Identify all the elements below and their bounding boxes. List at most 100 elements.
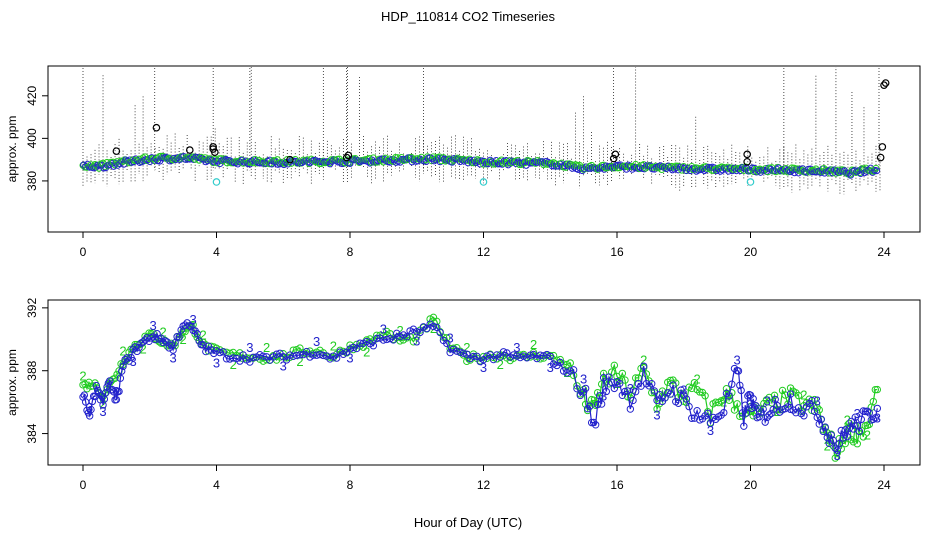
series-point-3	[216, 348, 224, 357]
series-marker-3: 3	[313, 334, 320, 349]
series3-point	[92, 163, 100, 171]
series-point-3	[127, 353, 135, 362]
series-point-3	[169, 346, 177, 354]
series-point-3	[282, 356, 291, 364]
series-point-3	[116, 374, 125, 382]
series-point-3	[873, 404, 882, 413]
series-marker-2: 2	[200, 328, 207, 343]
series-marker-3: 3	[627, 381, 634, 396]
outlier-point	[878, 143, 887, 151]
series-marker-2: 2	[800, 387, 807, 402]
series-point-3	[125, 357, 133, 365]
x-tick-label-1-0: 0	[80, 245, 87, 259]
series-point-3	[843, 432, 851, 441]
series-marker-2: 2	[720, 395, 727, 410]
series-point-3	[459, 349, 468, 357]
series-marker-2: 2	[590, 394, 597, 409]
series-marker-2: 2	[396, 323, 403, 338]
series-point-3	[869, 415, 878, 423]
x-tick-label-1-3: 12	[477, 245, 491, 259]
y-axis-label-1: approx. ppm	[5, 116, 19, 183]
series-point-3	[819, 427, 827, 436]
top-plot-marks	[79, 67, 890, 195]
outlier-point	[611, 150, 620, 159]
series-point-3	[549, 360, 558, 368]
series-point-2	[859, 433, 868, 441]
series-point-2	[722, 384, 731, 393]
series-point-3	[219, 348, 227, 356]
series-marker-2: 2	[230, 357, 237, 372]
series-marker-3: 3	[190, 312, 197, 327]
series-point-3	[685, 402, 693, 411]
series3-point	[873, 167, 881, 175]
outlier-point	[286, 155, 294, 164]
series-marker-3: 3	[99, 404, 106, 419]
series-point-3	[249, 353, 257, 362]
series-point-3	[765, 411, 773, 419]
series-marker-3: 3	[380, 321, 387, 336]
series-point-3	[403, 332, 411, 341]
series3-point	[610, 163, 618, 171]
series-point-3	[742, 409, 751, 417]
series-marker-2: 2	[864, 428, 871, 443]
series-point-3	[841, 426, 849, 434]
series-point-3	[631, 387, 640, 396]
series-point-3	[92, 381, 101, 390]
plot-frame-2	[47, 299, 921, 466]
series-point-3	[319, 351, 327, 360]
series-marker-2: 2	[530, 337, 537, 352]
y-axis-label-2: approx. ppm	[5, 349, 19, 416]
series-point-3	[674, 399, 683, 407]
series-marker-2: 2	[159, 324, 166, 339]
series-point-3	[784, 403, 792, 411]
series-point-2	[292, 345, 301, 354]
series-point-3	[821, 423, 829, 431]
x-tick-label-2-0: 0	[80, 478, 87, 492]
x-tick-label-2-6: 24	[877, 478, 891, 492]
series-point-2	[730, 406, 739, 414]
outlier-point	[881, 79, 890, 87]
series-point-3	[845, 424, 853, 433]
series-point-3	[839, 434, 847, 442]
series-point-3	[259, 352, 267, 360]
series-point-3	[429, 322, 438, 331]
series-marker-3: 3	[707, 423, 714, 438]
series-point-3	[581, 384, 590, 393]
series-point-3	[229, 354, 237, 362]
series-point-3	[752, 402, 760, 410]
series-marker-3: 3	[346, 351, 353, 366]
series-marker-2: 2	[693, 372, 700, 387]
series-point-3	[573, 384, 581, 393]
x-tick-label-2-4: 16	[610, 478, 624, 492]
series-point-3	[413, 328, 421, 336]
series-point-3	[167, 341, 175, 349]
series-point-3	[734, 367, 743, 375]
series-point-3	[579, 388, 588, 396]
series3-point	[172, 156, 180, 164]
series-point-3	[810, 407, 819, 416]
series-marker-3: 3	[149, 318, 156, 333]
series-point-3	[837, 426, 845, 435]
series-point-3	[650, 387, 659, 395]
x-tick-label-1-4: 16	[610, 245, 624, 259]
series-point-3	[591, 421, 600, 429]
series-point-3	[800, 412, 808, 420]
series-point-3	[640, 362, 648, 370]
outlier-point	[880, 81, 888, 89]
series-point-3	[569, 366, 578, 374]
series-point-3	[583, 404, 592, 413]
series-point-3	[855, 427, 864, 436]
series-point-2	[701, 392, 709, 400]
series-point-3	[835, 439, 843, 448]
outlier-point	[876, 153, 885, 162]
series-point-3	[416, 328, 424, 337]
series-marker-2: 2	[330, 339, 337, 354]
series-marker-3: 3	[814, 394, 821, 409]
series-point-3	[755, 413, 763, 421]
series-point-3	[741, 401, 749, 409]
x-tick-label-2-2: 8	[347, 478, 354, 492]
y-tick-label-2-2: 392	[25, 298, 39, 318]
series-point-3	[135, 343, 143, 352]
series-marker-3: 3	[213, 355, 220, 370]
